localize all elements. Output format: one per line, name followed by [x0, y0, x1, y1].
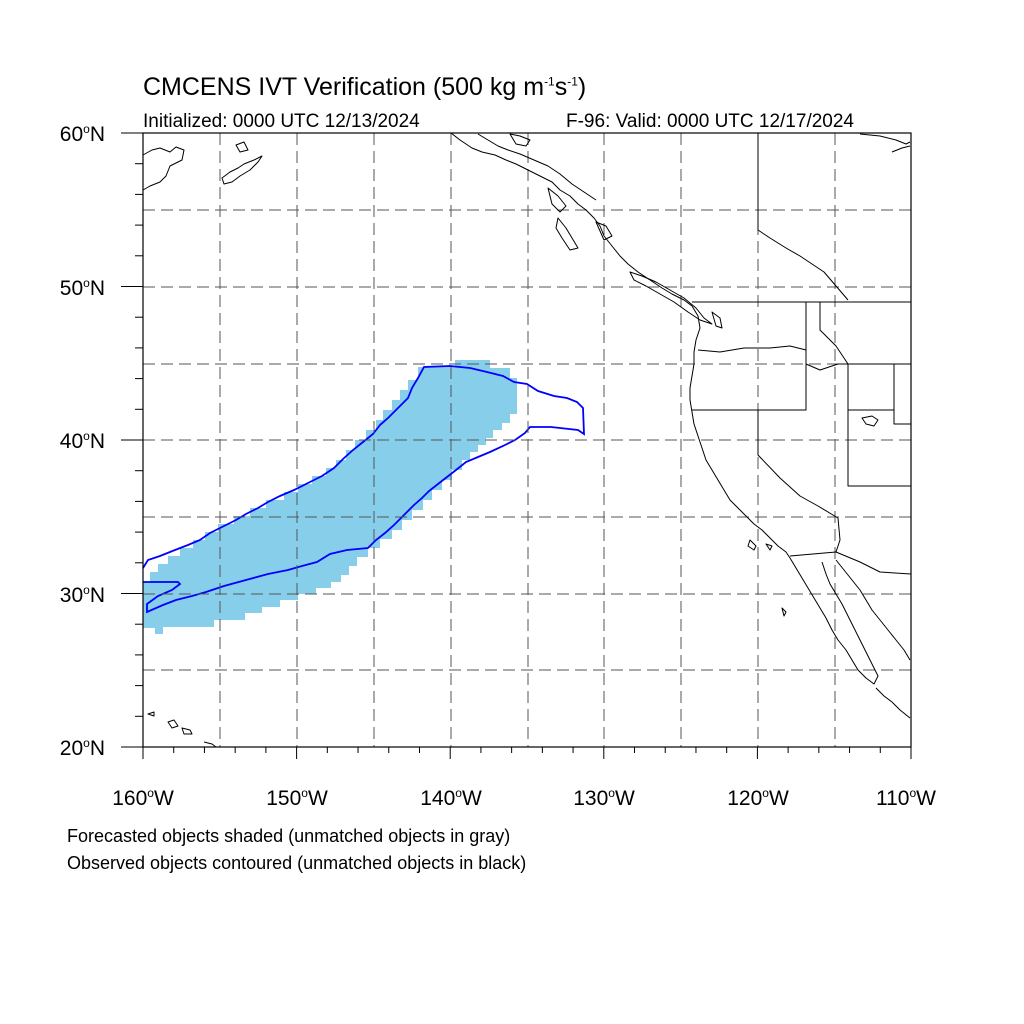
lat-labels: 60oN 50oN 40oN 30oN 20oN — [60, 122, 105, 760]
valid-time: F-96: Valid: 0000 UTC 12/17/2024 — [566, 111, 854, 132]
lat-label-20: 20oN — [60, 736, 105, 760]
observed-object-contour — [142, 365, 585, 614]
lon-label-110: 110oW — [876, 786, 936, 810]
tick-marks — [121, 132, 912, 759]
lon-label-140: 140oW — [420, 786, 482, 810]
lon-label-160: 160oW — [112, 786, 174, 810]
lat-label-60: 60oN — [60, 122, 105, 146]
lat-label-50: 50oN — [60, 276, 105, 300]
initialized-time: Initialized: 0000 UTC 12/13/2024 — [143, 111, 420, 132]
lon-labels: 160oW 150oW 140oW 130oW 120oW 110oW — [112, 786, 936, 810]
lat-label-30: 30oN — [60, 583, 105, 607]
lat-label-40: 40oN — [60, 429, 105, 453]
lon-label-120: 120oW — [727, 786, 789, 810]
forecast-object-shading — [143, 360, 517, 634]
lon-label-130: 130oW — [573, 786, 635, 810]
observed-legend-note: Observed objects contoured (unmatched ob… — [67, 853, 527, 873]
coastlines — [142, 132, 912, 748]
lon-label-150: 150oW — [266, 786, 328, 810]
grid-lines — [143, 133, 911, 747]
forecast-legend-note: Forecasted objects shaded (unmatched obj… — [67, 826, 511, 846]
map-title: CMCENS IVT Verification (500 kg m-1s-1) — [143, 73, 587, 101]
